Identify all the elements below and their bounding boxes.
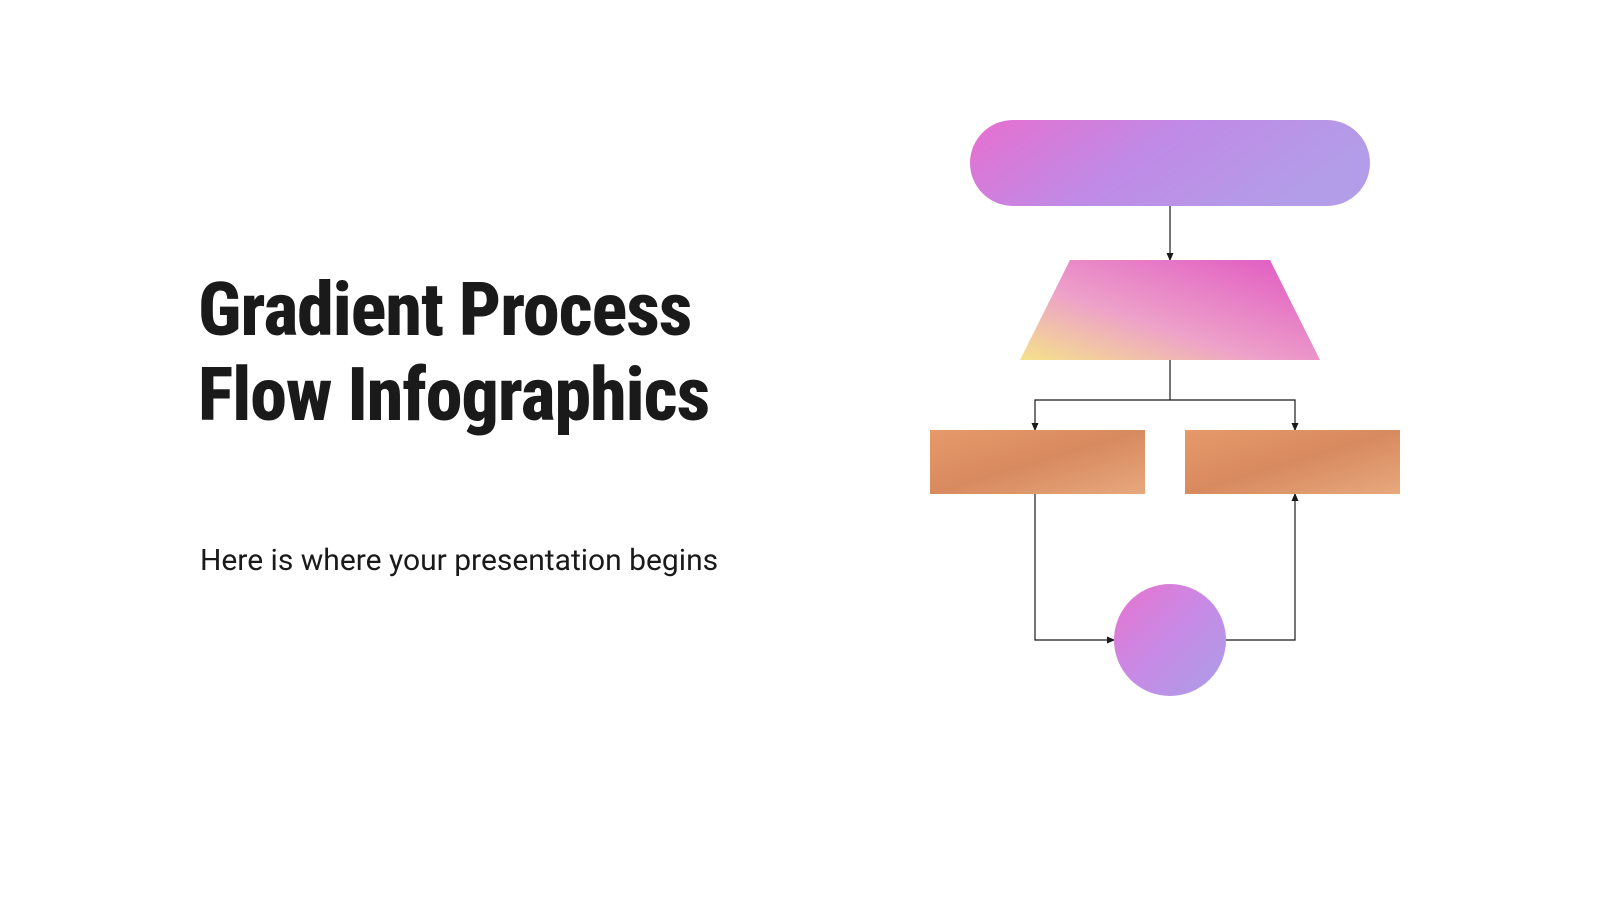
node-trapezoid [1020,260,1320,360]
edge-split-rect-right [1170,400,1295,430]
node-rect-right [1185,430,1400,494]
flowchart-diagram [920,110,1410,710]
node-pill [970,120,1370,206]
slide: Gradient Process Flow Infographics Here … [0,0,1600,900]
node-rect-left [930,430,1145,494]
slide-subtitle: Here is where your presentation begins [200,543,718,578]
edge-rect-left-circle [1035,494,1114,640]
edge-split-rect-left [1035,400,1170,430]
slide-title: Gradient Process Flow Infographics [198,268,709,438]
node-circle [1114,584,1226,696]
title-line-2: Flow Infographics [198,352,709,439]
edge-circle-rect-right [1226,494,1295,640]
title-line-1: Gradient Process [198,267,691,354]
